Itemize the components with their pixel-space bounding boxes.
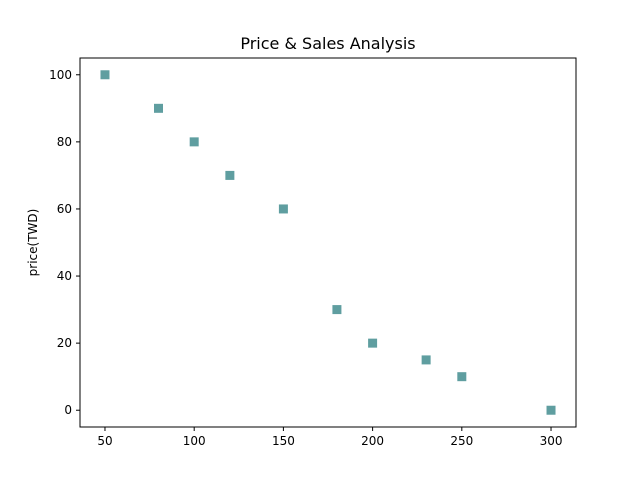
x-axis: 50 100 150 200 250 300 xyxy=(97,427,562,448)
x-tick-label: 100 xyxy=(183,434,206,448)
x-tick-label: 200 xyxy=(361,434,384,448)
y-tick-label: 100 xyxy=(49,68,72,82)
x-tick-label: 50 xyxy=(97,434,112,448)
y-axis: 0 20 40 60 80 100 xyxy=(49,68,80,417)
x-tick-label: 150 xyxy=(272,434,295,448)
x-tick-label: 250 xyxy=(450,434,473,448)
data-point xyxy=(154,103,163,113)
data-point xyxy=(368,338,378,348)
y-axis-label: price(TWD) xyxy=(26,209,40,277)
data-point xyxy=(332,305,342,315)
y-tick-label: 80 xyxy=(57,135,72,149)
y-tick-label: 0 xyxy=(64,403,72,417)
plot-area-frame xyxy=(79,57,577,428)
chart-title: Price & Sales Analysis xyxy=(240,34,415,53)
data-point xyxy=(189,137,199,147)
data-points xyxy=(100,70,556,415)
data-point xyxy=(225,170,235,180)
data-point xyxy=(457,372,467,382)
data-point xyxy=(421,355,431,365)
x-tick-label: 300 xyxy=(540,434,563,448)
y-tick-label: 20 xyxy=(57,336,72,350)
data-point xyxy=(100,70,110,80)
y-tick-label: 60 xyxy=(57,202,72,216)
data-point xyxy=(546,405,556,415)
y-tick-label: 40 xyxy=(57,269,72,283)
data-point xyxy=(278,204,288,214)
